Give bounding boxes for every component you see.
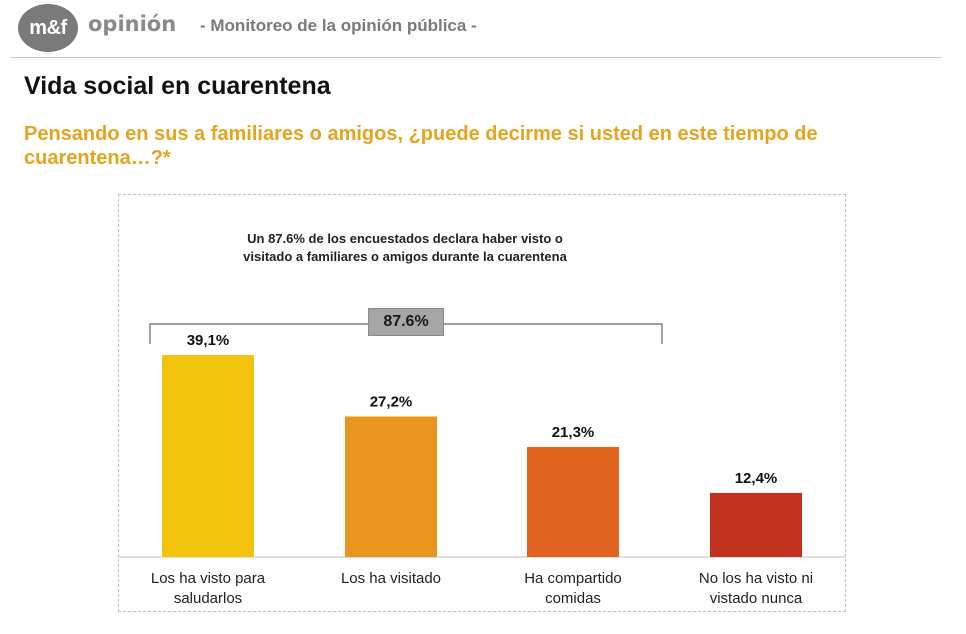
bar-value-label-1: 39,1% [187,332,230,349]
bar-2 [345,416,437,557]
category-label-3-line-1: Ha compartido [524,570,622,587]
brand-logo: m&f [18,4,78,52]
category-label-1-line-1: Los ha visto para [151,570,266,587]
bar-4 [710,492,802,557]
header-subtitle: - Monitoreo de la opinión pública - [200,16,477,35]
bar-value-label-3: 21,3% [552,424,595,441]
chart-frame [118,194,846,612]
bar-3 [527,446,619,557]
page-title: Vida social en cuarentena [24,72,331,100]
header-divider [10,57,942,58]
bar-1 [162,355,254,557]
category-label-3-line-2: comidas [545,590,601,607]
chart-annotation: Un 87.6% de los encuestados declara habe… [243,231,567,264]
category-label-4-line-2: vistado nunca [710,590,803,607]
category-label-4-line-1: No los ha visto ni [699,570,813,587]
category-label-2-line-1: Los ha visitado [341,570,441,587]
bar-value-label-4: 12,4% [735,470,778,487]
bar-value-label-2: 27,2% [370,393,413,410]
survey-question: Pensando en sus a familiares o amigos, ¿… [24,123,818,169]
brand-name: opinión [88,12,177,36]
category-label-1-line-2: saludarlos [174,590,242,607]
bracket-total-badge: 87.6% [368,308,444,336]
